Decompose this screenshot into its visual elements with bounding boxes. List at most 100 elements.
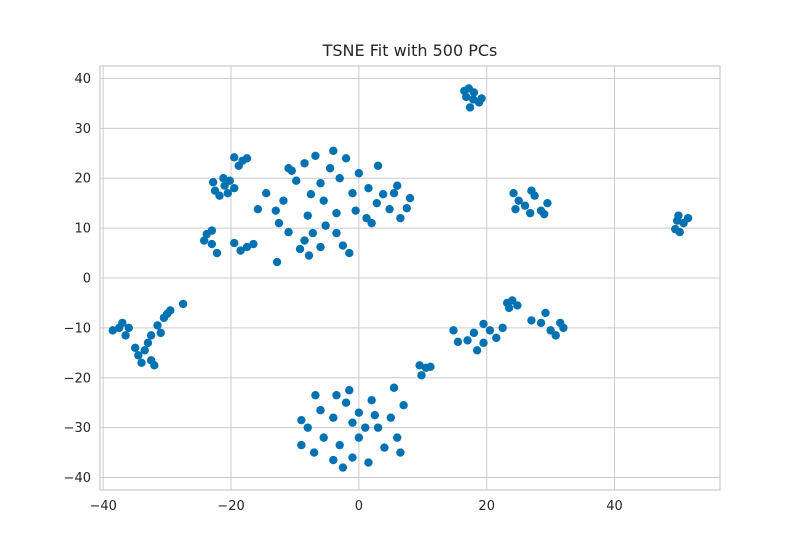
scatter-point (325, 164, 335, 173)
scatter-point (367, 218, 376, 228)
scatter-point (303, 211, 312, 220)
scatter-point (230, 153, 239, 162)
scatter-point (511, 204, 520, 214)
scatter-point (234, 161, 243, 170)
scatter-point (303, 423, 312, 432)
scatter-point (380, 443, 389, 452)
scatter-point (348, 418, 357, 427)
scatter-point (417, 371, 426, 380)
scatter-point (316, 242, 325, 252)
scatter-point (242, 154, 252, 163)
scatter-point (108, 326, 117, 335)
scatter-point (297, 440, 306, 450)
scatter-point (118, 318, 127, 328)
scatter-point (162, 309, 172, 319)
scatter-point (274, 218, 284, 228)
scatter-point (683, 213, 693, 223)
scatter-point (509, 189, 518, 198)
scatter-point (146, 331, 156, 340)
scatter-point (361, 423, 370, 432)
scatter-point (402, 203, 412, 213)
scatter-point (321, 221, 330, 230)
scatter-point (304, 251, 314, 260)
scatter-point (332, 228, 341, 238)
scatter-point (295, 244, 305, 254)
scatter-point (540, 209, 549, 219)
scatter-point (300, 159, 309, 168)
scatter-point (479, 319, 488, 329)
scatter-point (345, 248, 354, 258)
scatter-point (389, 383, 399, 392)
scatter-point (341, 154, 351, 163)
scatter-point (399, 401, 408, 410)
scatter-point (319, 196, 328, 205)
scatter-point (156, 328, 165, 338)
scatter-point (137, 358, 146, 367)
x-tick-label: 40 (606, 499, 623, 514)
scatter-point (297, 415, 306, 425)
scatter-point (311, 151, 320, 160)
scatter-point (215, 191, 224, 200)
x-tick-label: 0 (355, 499, 363, 514)
scatter-point (370, 410, 380, 420)
scatter-point (551, 331, 560, 340)
scatter-point (311, 391, 320, 400)
scatter-point (124, 323, 133, 333)
y-tick-label: 40 (74, 72, 91, 87)
scatter-point (335, 440, 344, 450)
scatter-point (378, 189, 388, 199)
scatter-point (405, 193, 415, 203)
scatter-point (279, 196, 288, 205)
scatter-point (527, 186, 536, 195)
scatter-point (329, 146, 338, 155)
scatter-points (108, 84, 693, 472)
scatter-point (469, 88, 479, 97)
scatter-point (230, 238, 239, 248)
scatter-point (329, 413, 338, 422)
scatter-point (543, 198, 552, 208)
scatter-point (338, 241, 348, 250)
scatter-point (230, 184, 239, 193)
scatter-point (338, 463, 348, 472)
scatter-point (332, 391, 341, 400)
scatter-point (477, 94, 486, 103)
scatter-point (272, 257, 282, 267)
scatter-point (426, 362, 435, 371)
scatter-point (559, 323, 568, 333)
scatter-point (393, 433, 402, 442)
scatter-point (121, 331, 130, 340)
scatter-point (316, 405, 325, 415)
scatter-point (225, 176, 234, 185)
scatter-point (364, 184, 373, 193)
scatter-point (485, 326, 495, 335)
scatter-point (236, 246, 245, 255)
y-tick-label: 10 (74, 222, 91, 237)
scatter-point (385, 204, 394, 214)
scatter-point (492, 333, 501, 343)
scatter-point (143, 338, 153, 348)
scatter-point (364, 458, 373, 467)
y-tick-label: −20 (64, 371, 91, 386)
scatter-point (536, 318, 546, 328)
scatter-point (207, 239, 217, 249)
scatter-point (372, 198, 381, 208)
x-tick-label: −20 (217, 499, 244, 514)
scatter-point (415, 361, 424, 370)
scatter-point (284, 164, 293, 173)
scatter-point (242, 242, 252, 252)
scatter-point (469, 328, 479, 338)
scatter-point (367, 396, 376, 405)
scatter-point (335, 174, 344, 183)
scatter-point (207, 226, 217, 235)
scatter-point (675, 227, 684, 237)
scatter-point (465, 103, 475, 112)
scatter-point (306, 189, 316, 199)
scatter-point (208, 178, 218, 187)
scatter-point (396, 213, 405, 223)
scatter-point (354, 408, 364, 417)
scatter-point (150, 361, 159, 370)
scatter-point (393, 181, 402, 190)
